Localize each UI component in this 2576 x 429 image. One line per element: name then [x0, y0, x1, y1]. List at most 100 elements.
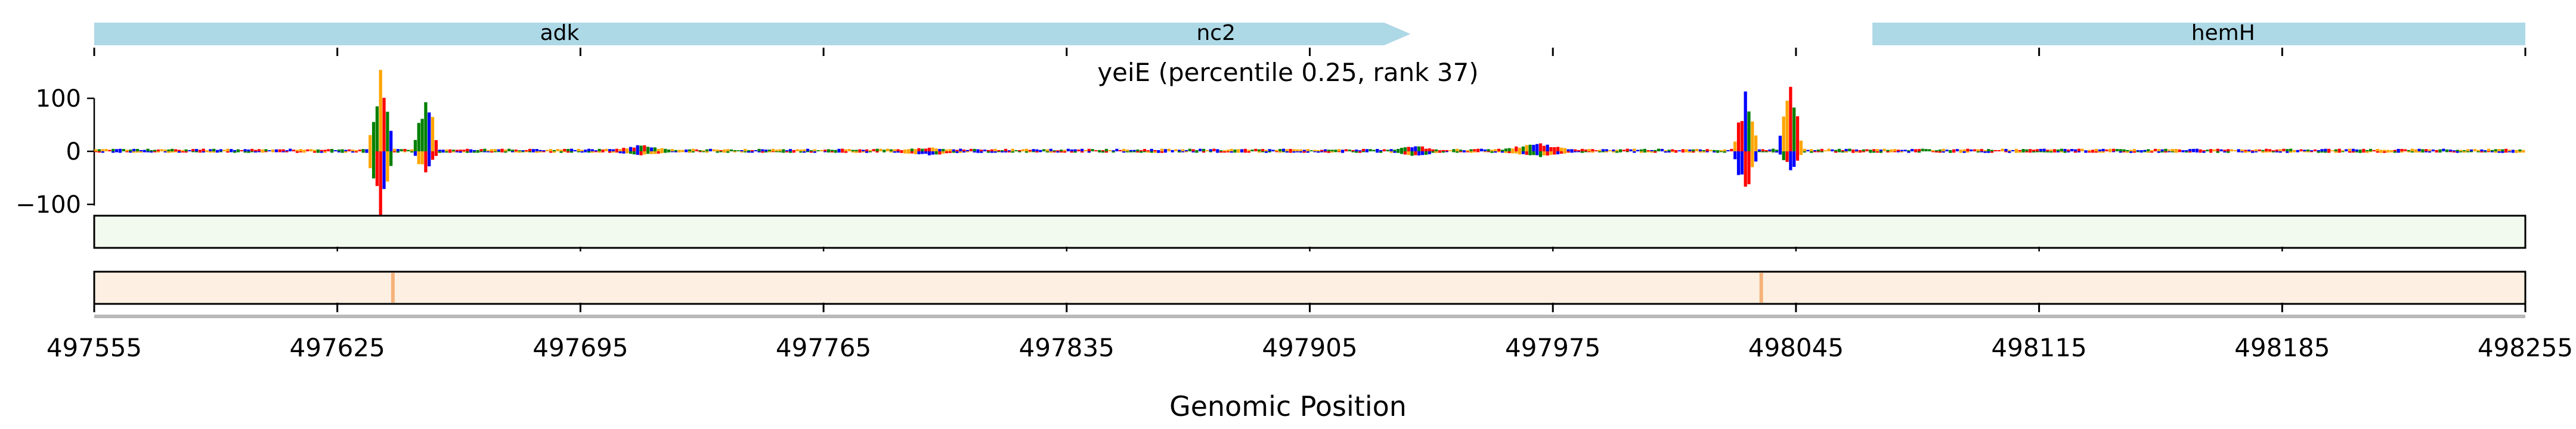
logo-mark — [1039, 151, 1042, 153]
logo-mark — [1719, 151, 1723, 153]
logo-mark — [1761, 149, 1764, 151]
logo-mark — [1813, 151, 1817, 153]
logo-mark — [1816, 149, 1820, 151]
logo-mark — [549, 151, 553, 153]
logo-mark — [1091, 149, 1094, 151]
logo-mark — [976, 149, 980, 151]
logo-mark — [1209, 151, 1212, 153]
logo-mark — [622, 148, 626, 151]
logo-mark — [2507, 150, 2512, 151]
logo-mark — [1713, 151, 1716, 153]
logo-mark — [677, 151, 681, 153]
logo-mark — [788, 151, 792, 153]
logo-mark — [1115, 148, 1119, 151]
logo-mark — [1379, 151, 1383, 153]
logo-mark — [2109, 151, 2112, 153]
logo-mark — [608, 151, 612, 153]
logo-mark — [1351, 151, 1355, 153]
logo-mark — [1132, 150, 1136, 151]
logo-mark — [1386, 150, 1389, 151]
logo-mark — [344, 151, 348, 153]
logo-mark — [2178, 149, 2181, 151]
logo-mark — [514, 149, 518, 151]
logo-mark — [1070, 151, 1073, 153]
logo-mark — [601, 151, 605, 153]
logo-mark — [559, 151, 563, 153]
logo-mark — [479, 149, 483, 151]
logo-mark — [247, 151, 250, 153]
track-highlight — [1759, 273, 1763, 303]
logo-mark — [1191, 149, 1195, 151]
logo-mark — [605, 148, 608, 151]
logo-mark — [1473, 149, 1476, 151]
logo-mark — [615, 151, 618, 153]
signal-heatmap-track-orange — [93, 271, 2527, 307]
logo-mark — [2056, 151, 2060, 153]
logo-mark — [1240, 151, 1244, 153]
logo-mark — [1959, 151, 1962, 153]
logo-mark — [580, 151, 584, 153]
logo-mark — [407, 150, 410, 151]
logo-mark — [2469, 149, 2473, 151]
logo-mark — [2216, 151, 2219, 153]
logo-mark — [1258, 149, 1261, 151]
logo-mark — [1810, 149, 1813, 151]
logo-mark — [1094, 150, 1098, 151]
logo-mark — [782, 151, 785, 153]
logo-mark — [934, 148, 938, 151]
logo-mark — [2240, 149, 2244, 151]
logo-mark — [202, 148, 205, 151]
logo-mark — [2397, 151, 2400, 153]
logo-mark — [2428, 149, 2432, 151]
logo-mark — [1376, 151, 1379, 153]
logo-mark — [1476, 148, 1480, 151]
logo-mark — [194, 151, 199, 153]
logo-mark — [2191, 148, 2196, 151]
logo-mark — [476, 150, 479, 151]
logo-mark — [747, 151, 751, 153]
logo-mark — [445, 149, 448, 151]
logo-mark — [1664, 151, 1667, 153]
logo-mark — [1646, 150, 1650, 151]
logo-mark — [858, 149, 862, 151]
logo-mark — [1285, 149, 1289, 151]
logo-mark — [1563, 148, 1566, 151]
logo-mark — [708, 148, 713, 151]
logo-mark — [1459, 150, 1463, 151]
logo-mark — [212, 148, 216, 151]
logo-mark — [1237, 149, 1240, 151]
logo-mark — [1174, 149, 1178, 151]
logo-mark — [1538, 151, 1543, 157]
logo-mark — [1306, 151, 1309, 153]
logo-mark — [2372, 150, 2376, 151]
logo-mark — [253, 151, 258, 153]
logo-mark — [1973, 149, 1977, 151]
logo-mark — [1789, 86, 1792, 151]
logo-mark — [1292, 151, 1296, 153]
logo-mark — [1844, 151, 1848, 153]
logo-mark — [1264, 151, 1268, 153]
logo-mark — [1073, 151, 1077, 153]
logo-mark — [2185, 150, 2188, 151]
logo-mark — [1150, 151, 1153, 153]
logo-mark — [2178, 151, 2181, 153]
logo-mark — [1448, 150, 1452, 151]
logo-mark — [222, 150, 226, 151]
logo-mark — [1980, 149, 1983, 151]
logo-mark — [1997, 150, 2001, 151]
x-tick-label: 497905 — [1262, 333, 1357, 362]
logo-mark — [2480, 149, 2484, 151]
gene-label-nc2: nc2 — [1196, 21, 1236, 45]
logo-mark — [782, 149, 785, 151]
logo-mark — [337, 149, 340, 151]
logo-mark — [2157, 151, 2160, 153]
logo-mark — [1559, 151, 1563, 154]
logo-mark — [1605, 151, 1608, 153]
logo-mark — [2147, 151, 2150, 153]
logo-mark — [132, 151, 136, 153]
logo-mark — [2084, 150, 2088, 151]
logo-mark — [664, 148, 667, 151]
logo-mark — [965, 150, 970, 151]
logo-mark — [744, 148, 747, 151]
logo-mark — [736, 150, 740, 151]
